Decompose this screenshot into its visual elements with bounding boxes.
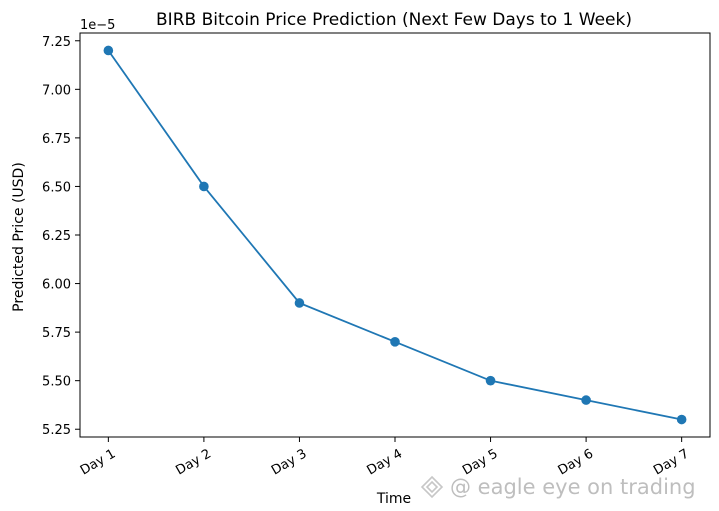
x-tick-label: Day 6 — [556, 446, 596, 478]
y-tick-label: 7.25 — [42, 35, 71, 50]
x-tick-label: Day 5 — [460, 446, 500, 478]
series-line — [107, 49, 682, 421]
y-tick-label: 7.00 — [42, 83, 71, 98]
data-point-marker — [199, 181, 209, 192]
data-point-marker — [294, 298, 305, 308]
y-tick-label: 6.00 — [42, 278, 71, 293]
watermark-text: @ eagle eye on trading — [450, 475, 696, 499]
chart-title: BIRB Bitcoin Price Prediction (Next Few … — [156, 10, 632, 30]
data-point-marker — [485, 375, 496, 386]
y-exponent-label: 1e−5 — [80, 18, 115, 33]
x-tick-label: Day 2 — [173, 446, 213, 478]
x-tick-label: Day 4 — [365, 446, 405, 478]
x-tick-label: Day 1 — [78, 446, 118, 478]
y-tick-label: 6.50 — [42, 180, 71, 195]
y-tick-label: 5.50 — [42, 375, 71, 390]
y-tick-label: 6.75 — [42, 132, 71, 147]
x-tick-label: Day 7 — [651, 446, 691, 478]
y-tick-label: 5.25 — [42, 423, 71, 438]
data-point-marker — [103, 45, 114, 56]
series-layer — [103, 45, 687, 425]
y-axis-label: Predicted Price (USD) — [11, 162, 27, 312]
data-point-marker — [676, 414, 687, 425]
y-tick-label: 6.25 — [42, 229, 71, 244]
plot-area — [79, 32, 711, 438]
diamond-logo-icon — [420, 475, 444, 499]
x-axis: Day 1 Day 2 Day 3 Day 4 Day 5 Day 6 Day 7 — [78, 437, 692, 479]
y-tick-label: 5.75 — [42, 326, 71, 341]
y-axis: 5.25 5.50 5.75 6.00 6.25 6.50 6.75 7.00 7.25 — [42, 35, 80, 438]
x-tick-label: Day 3 — [269, 446, 309, 478]
watermark: @ eagle eye on trading — [420, 475, 696, 499]
data-point-marker — [581, 395, 591, 405]
plot-frame — [79, 32, 711, 438]
x-axis-label: Time — [376, 491, 411, 507]
data-point-marker — [390, 337, 400, 347]
